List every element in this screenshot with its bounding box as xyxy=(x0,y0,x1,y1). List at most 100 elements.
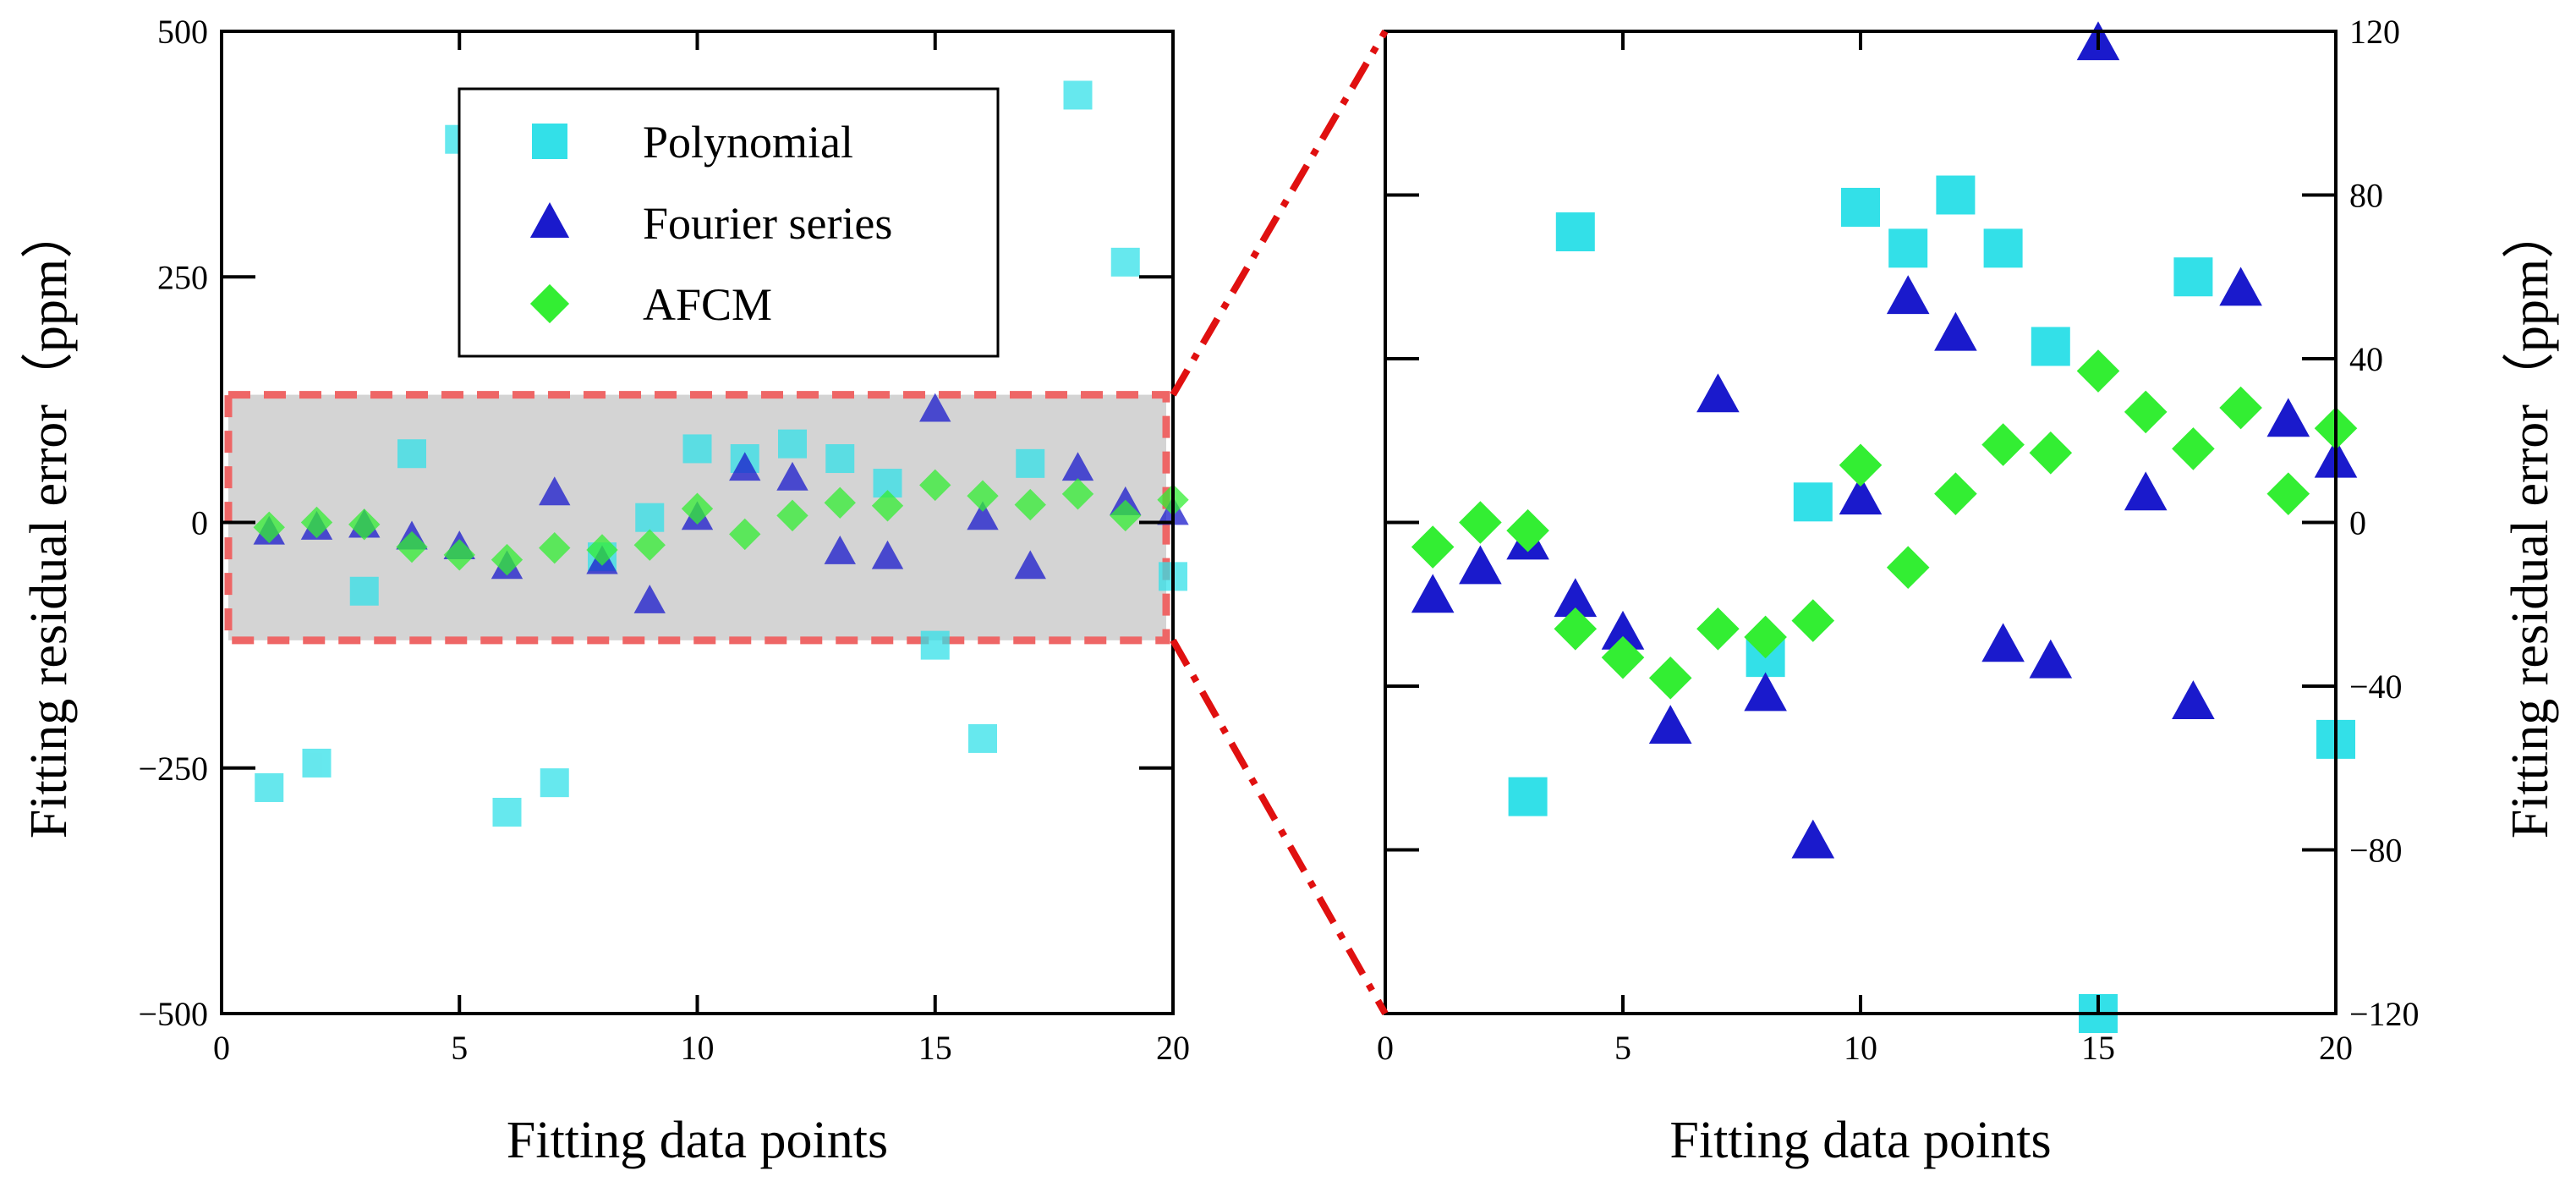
legend-label-polynomial: Polynomial xyxy=(643,117,853,168)
right-point-square-1 xyxy=(1508,777,1548,816)
left-chart-panel: 0 5 10 15 20 −500 −250 0 250 500 Fitting data poin… xyxy=(20,13,1190,1169)
left-x-tick-label: 10 xyxy=(681,1029,715,1067)
left-markers xyxy=(253,80,1189,827)
legend-marker-square xyxy=(532,124,567,159)
right-x-tick-label: 10 xyxy=(1844,1029,1877,1067)
right-y-tick-label: −80 xyxy=(2349,832,2403,870)
right-point-triangle-13 xyxy=(1981,623,2025,662)
right-y-tick-label: −40 xyxy=(2349,668,2403,706)
right-series-fourier-series xyxy=(1411,21,2358,859)
left-point-square-2 xyxy=(302,748,332,778)
right-point-diamond-19 xyxy=(2266,472,2310,515)
right-point-diamond-18 xyxy=(2219,386,2262,430)
left-series-polynomial xyxy=(255,80,1187,827)
left-point-diamond-5 xyxy=(443,539,475,571)
left-point-square-16 xyxy=(968,723,997,753)
right-point-triangle-7 xyxy=(1696,373,1740,413)
right-point-square-8 xyxy=(1983,228,2023,268)
right-point-square-7 xyxy=(1936,175,1976,215)
left-point-square-9 xyxy=(635,503,665,532)
left-y-tick-label: 500 xyxy=(157,13,208,51)
left-point-diamond-17 xyxy=(1014,488,1046,521)
right-point-diamond-10 xyxy=(1839,443,1883,487)
right-point-diamond-13 xyxy=(1981,423,2025,466)
left-point-square-13 xyxy=(825,444,855,474)
right-point-diamond-5 xyxy=(1601,635,1645,679)
right-point-diamond-8 xyxy=(1744,615,1787,659)
right-point-triangle-6 xyxy=(1648,705,1692,745)
left-point-diamond-4 xyxy=(396,530,428,563)
left-point-diamond-19 xyxy=(1110,499,1142,532)
left-point-diamond-11 xyxy=(729,518,761,551)
left-point-square-6 xyxy=(492,797,522,827)
left-point-square-3 xyxy=(349,576,379,606)
left-x-tick-label: 5 xyxy=(451,1029,468,1067)
right-point-triangle-10 xyxy=(1839,475,1883,515)
right-point-triangle-9 xyxy=(1791,819,1835,859)
left-point-square-1 xyxy=(255,772,284,802)
right-point-triangle-5 xyxy=(1601,610,1645,650)
right-point-square-4 xyxy=(1793,482,1833,522)
right-x-tick-label: 5 xyxy=(1614,1029,1631,1067)
left-y-axis-title: Fitting residual error（ppm） xyxy=(20,206,78,838)
left-point-triangle-15 xyxy=(919,393,951,422)
left-point-square-18 xyxy=(1063,80,1093,110)
left-y-tick-label: −250 xyxy=(138,750,208,788)
right-x-tick-label: 20 xyxy=(2319,1029,2353,1067)
left-x-tick-label: 20 xyxy=(1156,1029,1190,1067)
left-point-diamond-16 xyxy=(967,480,999,512)
right-point-triangle-8 xyxy=(1744,672,1787,712)
left-y-tick-label: 0 xyxy=(191,504,208,542)
right-point-triangle-1 xyxy=(1411,574,1455,613)
left-x-axis-title: Fitting data points xyxy=(507,1112,888,1169)
left-point-diamond-18 xyxy=(1061,478,1094,510)
right-point-triangle-12 xyxy=(1934,311,1977,351)
legend-marker-diamond xyxy=(529,283,570,324)
left-point-square-17 xyxy=(1016,448,1045,478)
left-point-diamond-3 xyxy=(348,508,381,541)
left-y-tick-label: −500 xyxy=(138,995,208,1033)
right-point-square-11 xyxy=(2173,257,2213,297)
right-point-square-5 xyxy=(1841,188,1880,228)
left-point-square-15 xyxy=(920,630,950,660)
right-series-polynomial xyxy=(1508,175,2355,1033)
left-point-triangle-18 xyxy=(1061,452,1094,481)
legend: Polynomial Fourier series AFCM xyxy=(458,87,1000,358)
right-point-diamond-12 xyxy=(1934,472,1977,515)
legend-marker-triangle xyxy=(529,202,570,238)
left-y-tick-label: 250 xyxy=(157,258,208,296)
left-point-diamond-6 xyxy=(491,543,523,576)
right-y-tick-label: 0 xyxy=(2349,504,2366,542)
left-x-tick-label: 0 xyxy=(213,1029,230,1067)
left-point-square-19 xyxy=(1110,247,1140,277)
left-point-triangle-14 xyxy=(871,540,904,569)
right-point-triangle-4 xyxy=(1554,578,1598,618)
right-point-triangle-11 xyxy=(1886,275,1930,315)
right-point-diamond-17 xyxy=(2172,427,2215,470)
right-point-diamond-9 xyxy=(1791,599,1835,642)
right-point-triangle-16 xyxy=(2124,471,2168,511)
left-point-triangle-17 xyxy=(1014,550,1046,580)
zoom-connector-top xyxy=(1170,29,1389,397)
left-point-triangle-11 xyxy=(729,452,761,481)
right-point-diamond-4 xyxy=(1554,607,1598,651)
left-point-triangle-12 xyxy=(776,461,808,491)
right-y-tick-label: 120 xyxy=(2349,13,2400,51)
right-y-tick-label: 80 xyxy=(2349,177,2383,215)
right-point-diamond-7 xyxy=(1696,607,1740,651)
zoom-connector-lines xyxy=(1170,29,1389,1015)
right-y-axis-title: Fitting residual error（ppm） xyxy=(2502,206,2559,838)
right-point-triangle-17 xyxy=(2172,680,2215,720)
right-point-diamond-15 xyxy=(2076,349,2120,393)
zoom-connector-bottom xyxy=(1170,638,1389,1015)
left-point-diamond-15 xyxy=(919,469,951,502)
right-point-triangle-18 xyxy=(2219,267,2262,306)
left-point-triangle-13 xyxy=(824,535,856,564)
right-markers xyxy=(1411,21,2358,1033)
left-point-diamond-12 xyxy=(776,499,808,532)
legend-label-afcm: AFCM xyxy=(643,279,772,330)
right-x-tick-label: 15 xyxy=(2081,1029,2115,1067)
left-series-afcm xyxy=(253,469,1189,576)
right-point-triangle-19 xyxy=(2266,398,2310,437)
